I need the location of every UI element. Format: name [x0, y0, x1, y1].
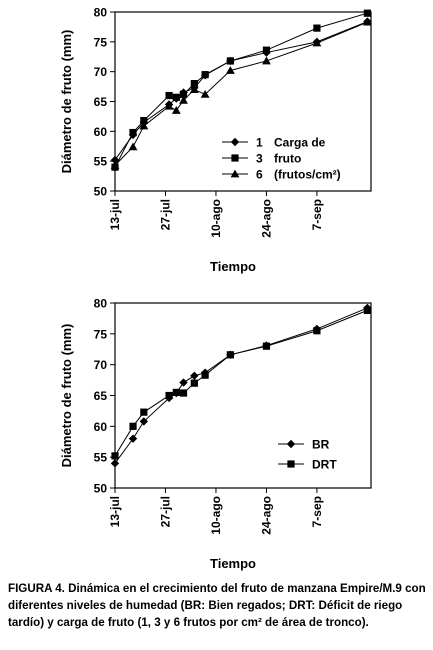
chart2-legend-marker: [287, 460, 295, 468]
chart1-legend-text: fruto: [274, 152, 301, 166]
chart2-series-2-point: [262, 342, 271, 350]
chart1-xtick-label: 27-jul: [158, 199, 172, 230]
chart2-xtick-label: 7-sep: [310, 496, 324, 527]
chart1-series-3-point: [200, 89, 210, 98]
chart2-series-2-point: [165, 391, 173, 400]
chart1-legend-marker: [231, 154, 239, 162]
chart1-series-3-point: [164, 101, 174, 110]
chart2-ytick-label: 65: [94, 389, 108, 403]
chart1-ylabel: Diámetro de fruto (mm): [59, 30, 74, 174]
chart2-series-2-point: [129, 422, 137, 430]
chart1-xtick-label: 7-sep: [310, 199, 324, 230]
chart1-ytick-label: 50: [94, 185, 108, 199]
chart1-ytick-label: 80: [94, 6, 108, 20]
chart1-series-2-point: [262, 46, 271, 54]
chart2-series-2-point: [201, 371, 209, 379]
chart1-series-3-point: [171, 106, 181, 114]
chart2-ytick-label: 60: [94, 420, 108, 434]
chart1-series-3-point: [128, 142, 138, 151]
chart1-ytick-label: 60: [94, 125, 108, 139]
chart2-series-1-point: [110, 459, 120, 468]
chart2-ytick-label: 55: [94, 451, 108, 465]
chart1-ytick-label: 65: [94, 95, 108, 109]
chart1-series-3-point: [362, 17, 372, 26]
chart1-ytick-label: 55: [94, 155, 108, 169]
chart2-series-2-point: [140, 408, 148, 416]
chart2-xtick-label: 13-jul: [108, 496, 122, 527]
chart1-series-2-point: [129, 128, 137, 137]
chart2-ytick-label: 50: [94, 482, 108, 496]
chart1-series-2-point: [165, 91, 173, 100]
figure-caption: FIGURA 4. Dinámica en el crecimiento del…: [8, 580, 428, 631]
chart1-series-2-point: [226, 57, 234, 65]
chart-top: 50 55 60 65 70 75 80 13-jul 27-jul 10-ago 24-ago 7-…: [59, 6, 372, 274]
chart1-series-2-point: [140, 116, 148, 125]
chart1-series-2-point: [179, 90, 188, 98]
chart2-series-1-point: [128, 434, 138, 443]
chart2-xlabel: Tiempo: [210, 556, 256, 571]
chart2-legend-text: BR: [312, 438, 330, 452]
chart2-series-1-point: [139, 417, 149, 426]
chart2-xtick-label: 24-ago: [259, 496, 273, 535]
chart1-series-3-line: [114, 21, 368, 166]
chart2-series-2-point: [111, 452, 119, 460]
chart1-ytick-label: 75: [94, 35, 108, 49]
chart1-legend-number: 6: [256, 168, 263, 182]
chart1-series-2-point: [172, 93, 180, 101]
chart1-legend-text: Carga de: [274, 136, 326, 150]
chart2-series-1-point: [190, 371, 199, 380]
chart2-ylabel: Diámetro de fruto (mm): [59, 324, 74, 468]
chart2-series-2-point: [363, 306, 371, 314]
chart2-ytick-label: 70: [94, 358, 108, 372]
chart2-series-2-point: [172, 388, 180, 397]
chart1-ytick-label: 70: [94, 65, 108, 79]
chart1-series-3-point: [179, 95, 188, 104]
chart2-series-2-point: [313, 327, 321, 335]
chart1-series-2-point: [313, 24, 321, 32]
chart1-series-3-point: [110, 160, 120, 169]
chart1-series-3-point: [225, 66, 235, 74]
chart1-legend-number: 3: [256, 152, 263, 166]
chart1-legend-marker: [230, 169, 240, 178]
chart1-series-3-point: [139, 121, 149, 130]
chart1-xtick-label: 24-ago: [259, 199, 273, 238]
chart1-series-3-point: [189, 85, 199, 93]
chart1-series-3-point: [312, 38, 322, 47]
chart1-legend-marker: [230, 137, 240, 147]
chart2-series-1-line: [114, 307, 368, 464]
chart1-series-2-point: [363, 9, 371, 17]
chart2-ytick-label: 75: [94, 327, 108, 341]
chart2-series-2-point: [226, 351, 234, 359]
chart2-legend-text: DRT: [312, 458, 337, 472]
chart2-xtick-label: 27-jul: [158, 496, 172, 527]
chart1-xtick-label: 10-ago: [209, 199, 223, 238]
caption-text: Dinámica en el crecimiento del fruto de …: [8, 582, 426, 629]
chart1-xlabel: Tiempo: [210, 259, 256, 274]
chart2-xtick-label: 10-ago: [209, 496, 223, 535]
caption-label: FIGURA 4.: [8, 582, 65, 595]
chart2-series-2-point: [190, 379, 198, 387]
chart1-series-3-point: [262, 56, 271, 65]
chart-bottom: 50 55 60 65 70 75 80 13-jul 27-jul 10-ago 24-ago 7-…: [59, 297, 372, 571]
chart1-series-2-point: [190, 80, 198, 88]
chart2-series-2-line: [114, 309, 368, 457]
chart1-legend-number: 1: [256, 136, 263, 150]
chart1-legend-text: (frutos/cm²): [274, 168, 341, 182]
chart2-legend-marker: [286, 439, 296, 449]
chart2-series-1-point: [179, 378, 188, 387]
chart1-xtick-label: 13-jul: [108, 199, 122, 230]
chart2-series-2-point: [179, 389, 188, 397]
chart2-ytick-label: 80: [94, 297, 108, 311]
chart1-series-2-point: [201, 71, 209, 79]
